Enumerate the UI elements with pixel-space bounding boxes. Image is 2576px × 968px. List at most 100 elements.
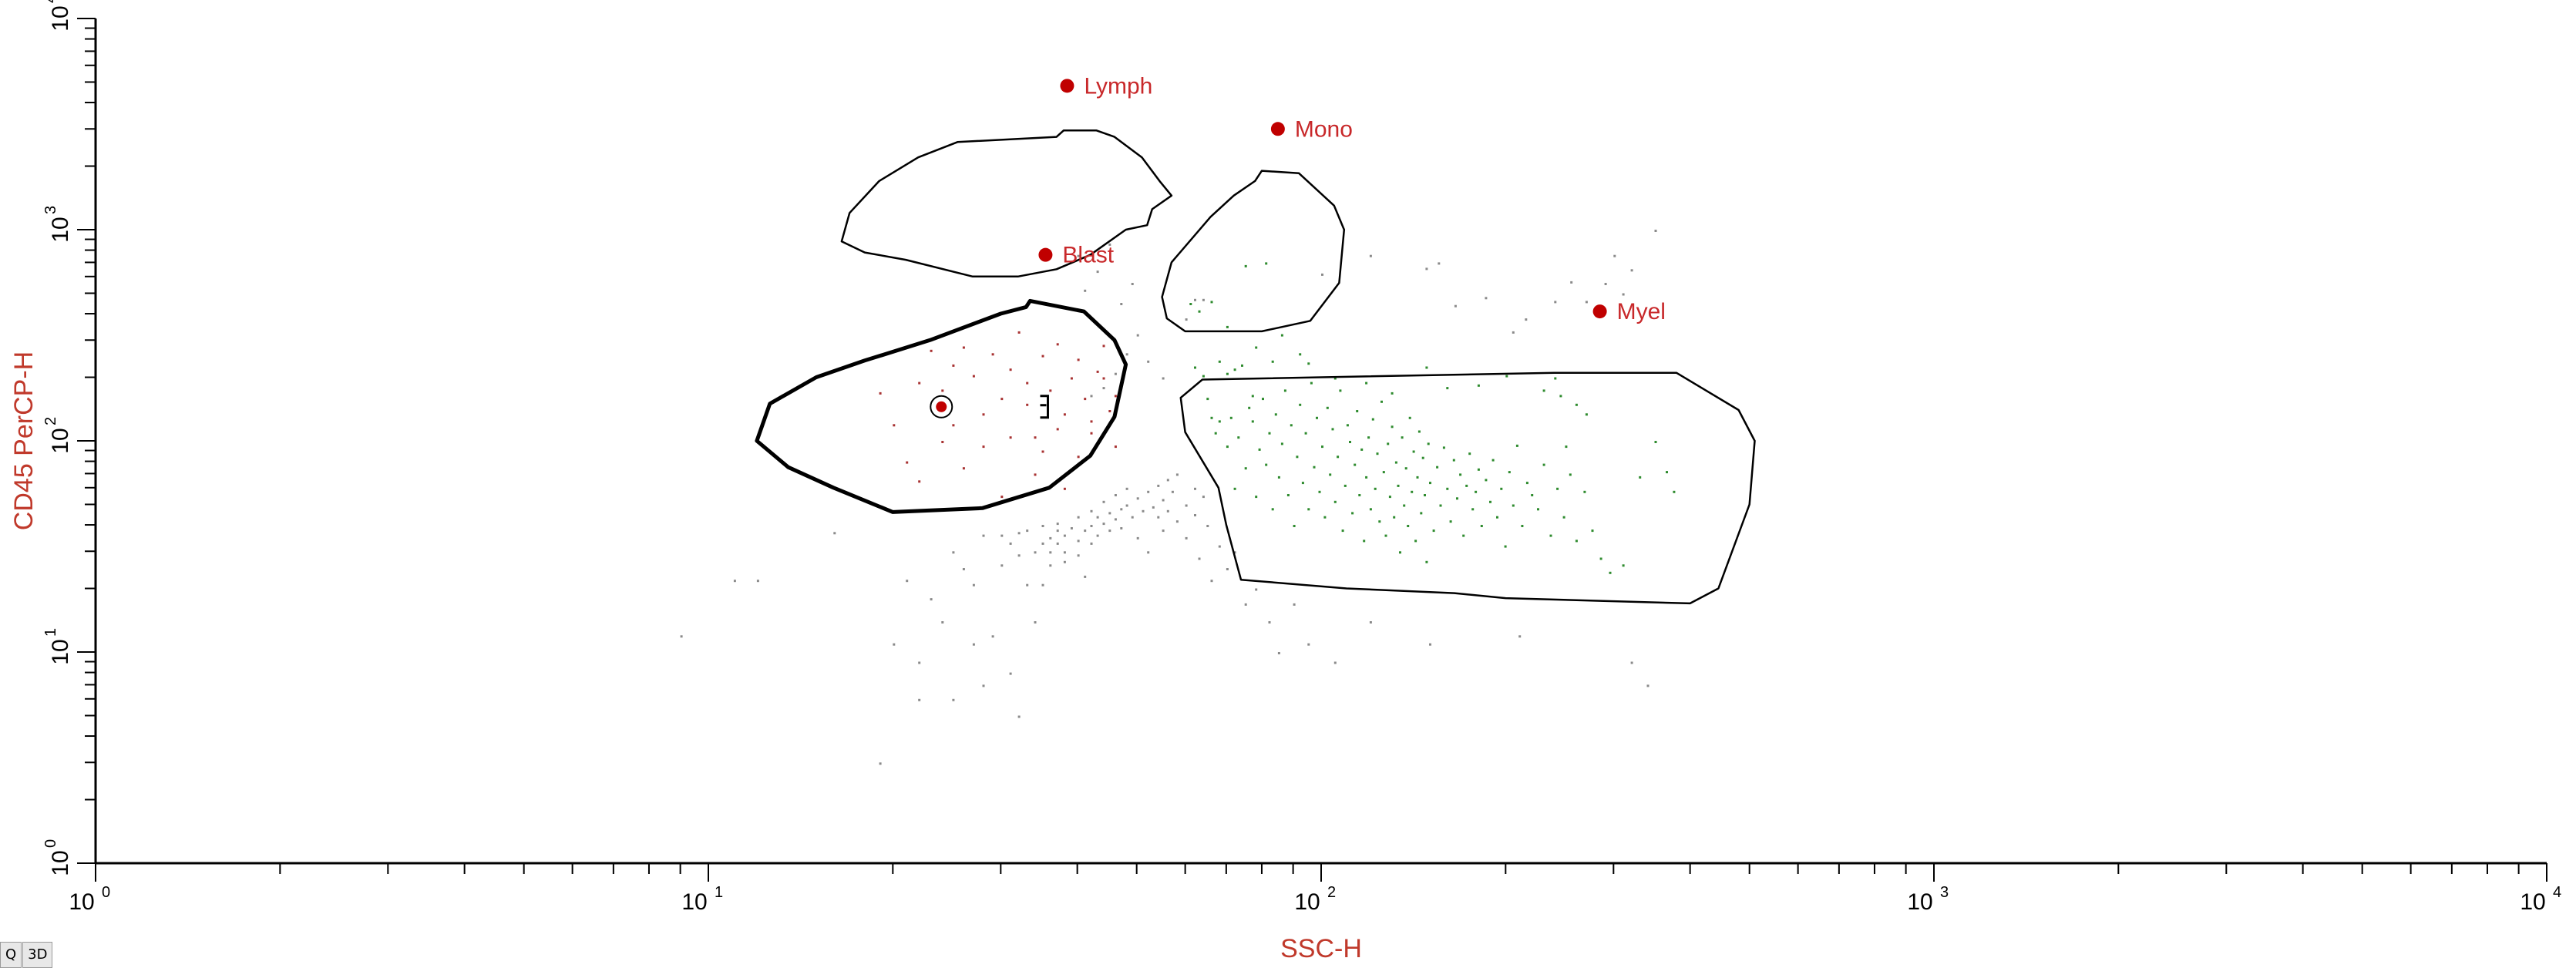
grey-event-dot: [1063, 551, 1066, 554]
red-event-dot: [1070, 377, 1073, 380]
grey-event-dot: [1070, 527, 1073, 529]
green-event-dot: [1424, 494, 1426, 496]
green-event-dot: [1316, 416, 1318, 419]
green-event-dot: [1387, 442, 1390, 445]
green-event-dot: [1337, 455, 1340, 459]
green-event-dot: [1233, 368, 1236, 371]
green-event-dot: [1277, 476, 1280, 479]
green-event-dot: [1351, 512, 1354, 515]
grey-event-dot: [1125, 353, 1128, 356]
green-event-dot: [1583, 490, 1586, 493]
y-tick-label-exponent: 0: [42, 839, 59, 848]
grey-event-dot: [1654, 230, 1657, 232]
red-event-dot: [1034, 436, 1037, 439]
y-tick-label: 10: [48, 217, 73, 242]
green-event-dot: [1575, 403, 1578, 406]
quadrant-button[interactable]: Q: [0, 942, 22, 968]
green-event-dot: [1549, 534, 1552, 537]
grey-event-dot: [1206, 525, 1209, 527]
grey-event-dot: [1084, 575, 1087, 578]
grey-event-dot: [1090, 525, 1093, 527]
grey-event-dot: [1198, 557, 1201, 560]
green-event-dot: [1420, 512, 1423, 515]
green-event-dot: [1268, 432, 1271, 435]
y-tick-label-group: 102: [42, 417, 73, 454]
green-event-dot: [1559, 395, 1562, 398]
red-event-dot: [918, 381, 921, 385]
y-axis-title-group: CD45 PerCP-H: [9, 351, 39, 530]
green-event-dot: [1382, 471, 1385, 474]
green-event-dot: [1452, 459, 1455, 462]
grey-event-dot: [1090, 509, 1093, 513]
grey-event-dot: [1147, 360, 1150, 363]
green-event-dot: [1421, 456, 1424, 459]
red-event-dot: [1034, 473, 1037, 476]
green-event-dot: [1397, 484, 1400, 487]
grey-event-dot: [1518, 635, 1522, 638]
grey-event-dot: [1438, 262, 1441, 265]
green-event-dot: [1442, 446, 1445, 449]
three-d-button[interactable]: 3D: [22, 942, 53, 968]
red-event-dot: [1096, 370, 1099, 373]
green-event-dot: [1343, 484, 1347, 487]
grey-event-dot: [1125, 487, 1128, 490]
grey-event-dot: [1049, 551, 1052, 554]
grey-event-dot: [1142, 509, 1145, 513]
red-event-dot: [1108, 410, 1111, 412]
red-event-dot: [1077, 455, 1080, 459]
green-event-dot: [1391, 392, 1394, 395]
gate-blast-outline: [755, 298, 1128, 514]
x-tick-label: 10: [681, 889, 707, 915]
grey-event-dot: [1525, 318, 1528, 321]
green-event-dot: [1465, 484, 1468, 487]
grey-event-dot: [1226, 568, 1229, 570]
grey-event-dot: [1194, 298, 1196, 301]
green-event-dot: [1229, 416, 1233, 419]
grey-event-dot: [1175, 473, 1179, 476]
green-event-dot: [1515, 444, 1518, 447]
grey-event-dot: [982, 534, 985, 537]
green-event-dot: [1378, 520, 1381, 523]
red-event-dot: [1026, 403, 1029, 406]
grey-event-dot: [1041, 542, 1044, 545]
red-event-dot: [1009, 368, 1012, 371]
green-event-dot: [1542, 389, 1545, 392]
green-event-dot: [1290, 424, 1293, 427]
red-event-dot: [1049, 389, 1052, 392]
green-event-dot: [1429, 482, 1431, 485]
green-event-dot: [1265, 262, 1268, 265]
y-tick-label: 10: [48, 428, 73, 453]
grey-event-dot: [1077, 254, 1080, 257]
grey-event-dot: [1136, 536, 1139, 539]
grey-event-dot: [680, 635, 683, 638]
green-event-dot: [1654, 441, 1657, 443]
green-event-dot: [1274, 413, 1277, 416]
x-tick-label-exponent: 1: [715, 884, 723, 901]
grey-event-dot: [1630, 269, 1633, 272]
red-event-dot: [879, 392, 882, 395]
green-event-dot: [1436, 466, 1439, 469]
red-event-dot: [982, 413, 985, 416]
grey-event-dot: [1194, 487, 1196, 490]
x-tick-label: 10: [1294, 889, 1320, 915]
green-event-dot: [1218, 360, 1221, 363]
red-event-dot: [1090, 420, 1093, 423]
green-event-dot: [1326, 406, 1329, 409]
green-event-dot: [1210, 416, 1213, 419]
green-event-dot: [1496, 516, 1498, 519]
red-event-dot: [1000, 496, 1004, 499]
grey-event-dot: [1185, 504, 1188, 507]
green-event-dot: [1226, 445, 1229, 449]
green-event-dot: [1439, 504, 1442, 507]
green-event-dot: [1255, 496, 1258, 499]
green-event-dot: [1565, 445, 1568, 449]
grey-event-dot: [982, 684, 985, 687]
red-event-dot: [1009, 436, 1012, 439]
axis-labels: 100100101101102102103103104104SSC-HCD45 …: [9, 0, 2561, 963]
green-event-dot: [1349, 441, 1351, 443]
green-event-dot: [1609, 571, 1612, 574]
green-event-dot: [1226, 325, 1229, 328]
grey-event-dot: [1202, 496, 1205, 499]
green-event-dot: [1304, 432, 1307, 435]
gate-blast-marker: [1038, 247, 1053, 262]
